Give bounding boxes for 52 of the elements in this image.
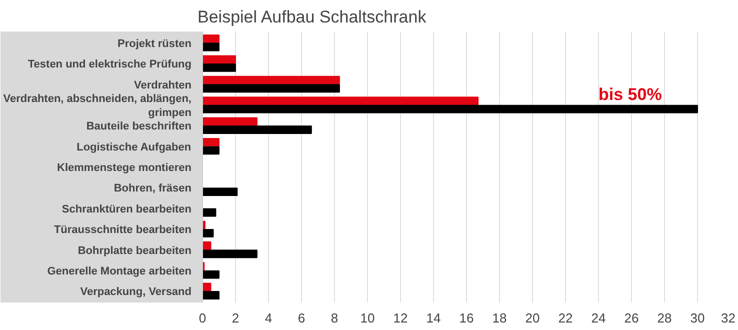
x-tick-label: 18	[492, 310, 507, 326]
y-tick-label: Generelle Montage arbeiten	[47, 265, 192, 278]
x-tick-label: 0	[198, 310, 206, 326]
y-tick-label: Schranktüren bearbeiten	[62, 203, 192, 216]
y-tick-label: Türausschnitte bearbeiten	[54, 224, 192, 236]
bar	[202, 55, 236, 64]
x-tick-label: 6	[298, 310, 306, 326]
bar	[202, 270, 220, 279]
bar	[202, 42, 220, 52]
y-tick-label: Bauteile beschriften	[86, 120, 192, 133]
y-tick-label: Testen und elektrische Prüfung	[28, 58, 192, 71]
y-tick-label: Verdrahten	[134, 79, 192, 92]
y-tick-label: Projekt rüsten	[118, 38, 192, 50]
bar	[202, 188, 238, 196]
bar	[202, 84, 340, 93]
x-tick-label: 16	[459, 310, 474, 326]
bar	[202, 138, 220, 146]
x-tick-label: 26	[624, 310, 639, 326]
bar	[202, 146, 220, 155]
x-tick-label: 28	[657, 310, 672, 326]
x-tick-label: 2	[232, 310, 240, 326]
bar	[202, 282, 212, 292]
x-tick-label: 30	[690, 310, 705, 326]
x-tick-label: 4	[264, 310, 272, 326]
bar	[202, 250, 258, 258]
bar	[202, 117, 258, 126]
x-tick-label: 10	[360, 310, 375, 326]
bar	[202, 76, 340, 84]
bar	[202, 63, 236, 72]
bar	[202, 104, 698, 114]
x-tick-label: 20	[525, 310, 540, 326]
x-tick-label: 22	[558, 310, 573, 326]
bar	[202, 96, 479, 106]
bar	[202, 241, 212, 250]
bar	[202, 291, 220, 300]
y-tick-label: Klemmenstege montieren	[57, 162, 192, 174]
x-tick-label: 8	[330, 310, 338, 326]
annotation: bis 50%	[598, 84, 662, 104]
y-tick-label: Logistische Aufgaben	[76, 141, 192, 154]
y-tick-label: Verpackung, Versand	[80, 286, 192, 298]
x-tick-label: 24	[591, 310, 606, 326]
bar	[202, 34, 220, 43]
bar	[202, 228, 214, 238]
x-tick-label: 14	[426, 310, 441, 326]
y-tick-label: Bohren, fräsen	[114, 182, 192, 195]
x-tick-label: 12	[393, 310, 408, 326]
bar	[202, 208, 216, 217]
y-tick-label: Verdrahten, abschneiden, ablängen, grimpen	[3, 92, 192, 120]
bar	[202, 126, 312, 134]
y-tick-label: Bohrplatte bearbeiten	[78, 244, 192, 257]
x-tick-label: 32	[721, 310, 736, 326]
chart-title: Beispiel Aufbau Schaltschrank	[198, 8, 427, 26]
